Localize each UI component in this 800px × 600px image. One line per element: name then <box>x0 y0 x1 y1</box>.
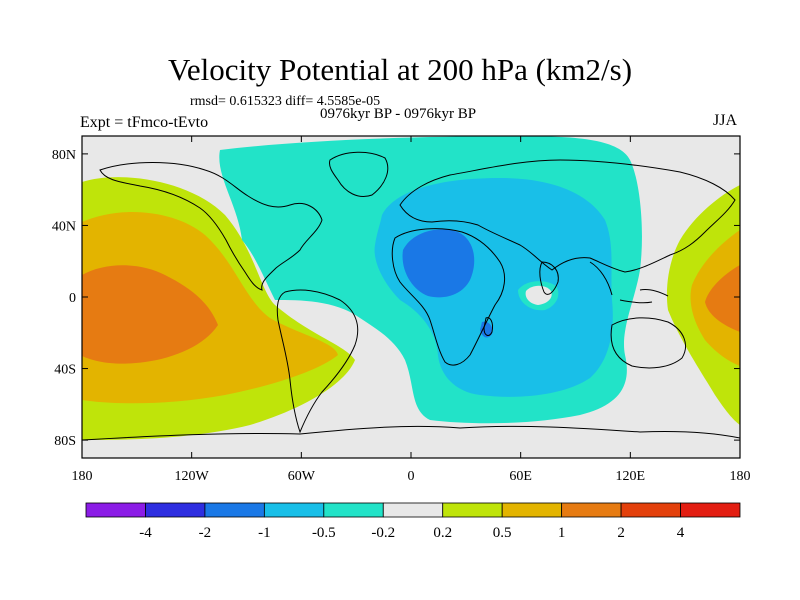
longitude-ticks: 180 120W 60W 0 60E 120E 180 <box>72 136 751 484</box>
contour-orange-east <box>705 265 740 332</box>
colorbar-label: 4 <box>677 525 685 541</box>
season-label: JJA <box>713 112 738 129</box>
colorbar-swatch <box>204 502 265 518</box>
coast-north-america <box>99 162 323 291</box>
colorbar-swatch <box>263 502 325 518</box>
colorbar-label: 0.2 <box>433 525 452 541</box>
colorbar: -4 -2 -1 -0.5 -0.2 0.2 0.5 1 2 4 <box>85 502 741 541</box>
colorbar-swatch <box>145 502 206 518</box>
coast-india <box>539 261 559 295</box>
colorbar-label: 1 <box>558 525 566 541</box>
colorbar-swatch <box>680 502 741 518</box>
colorbar-label: 0.5 <box>493 525 512 541</box>
colorbar-swatch <box>501 502 563 518</box>
colorbar-label: -4 <box>139 525 152 541</box>
lon-tick-label: 60W <box>288 469 316 484</box>
colorbar-swatch <box>382 502 444 518</box>
coast-australia <box>610 317 686 369</box>
colorbar-label: 2 <box>617 525 625 541</box>
contour-blue-madagascar <box>480 321 493 338</box>
lat-tick-label: 80N <box>52 148 76 163</box>
contour-blue-africa <box>402 229 475 298</box>
map-title: Velocity Potential at 200 hPa (km2/s) <box>167 52 633 87</box>
lon-tick-label: 180 <box>730 469 751 484</box>
latitude-ticks: 80N 40N 0 40S 80S <box>52 148 740 449</box>
lat-tick-label: 40N <box>52 219 76 234</box>
lon-tick-label: 120W <box>175 469 210 484</box>
colorbar-swatch <box>620 502 681 518</box>
experiment-label: Expt = tFmco-tEvto <box>80 114 209 131</box>
contour-fill <box>82 136 740 440</box>
colorbar-swatch <box>85 502 146 518</box>
colorbar-swatch <box>442 502 503 518</box>
coast-antarctica <box>82 425 740 441</box>
contour-orange-pacific <box>82 265 218 364</box>
contour-neutral-hole <box>525 285 552 305</box>
coast-greenland <box>329 151 389 197</box>
coastlines <box>82 151 740 441</box>
lat-tick-label: 80S <box>54 434 76 449</box>
lon-tick-label: 180 <box>72 469 93 484</box>
rmsd-diff-stats: rmsd= 0.615323 diff= 4.5585e-05 <box>190 94 381 109</box>
coast-eurasia <box>399 159 736 273</box>
lon-tick-label: 60E <box>509 469 532 484</box>
period-label: 0976kyr BP - 0976kyr BP <box>320 106 477 122</box>
coast-madagascar <box>483 317 493 336</box>
colorbar-label: -1 <box>258 525 271 541</box>
lon-tick-label: 120E <box>616 469 646 484</box>
coast-africa <box>391 228 506 366</box>
coast-south-america <box>276 289 359 434</box>
lat-tick-label: 40S <box>54 363 76 378</box>
lat-tick-label: 0 <box>69 291 76 306</box>
colorbar-swatch <box>323 502 384 518</box>
lon-tick-label: 0 <box>408 469 415 484</box>
colorbar-swatch <box>561 502 622 518</box>
colorbar-label: -0.2 <box>371 525 395 541</box>
colorbar-label: -0.5 <box>312 525 336 541</box>
colorbar-label: -2 <box>199 525 212 541</box>
coast-se-asia <box>589 261 669 304</box>
